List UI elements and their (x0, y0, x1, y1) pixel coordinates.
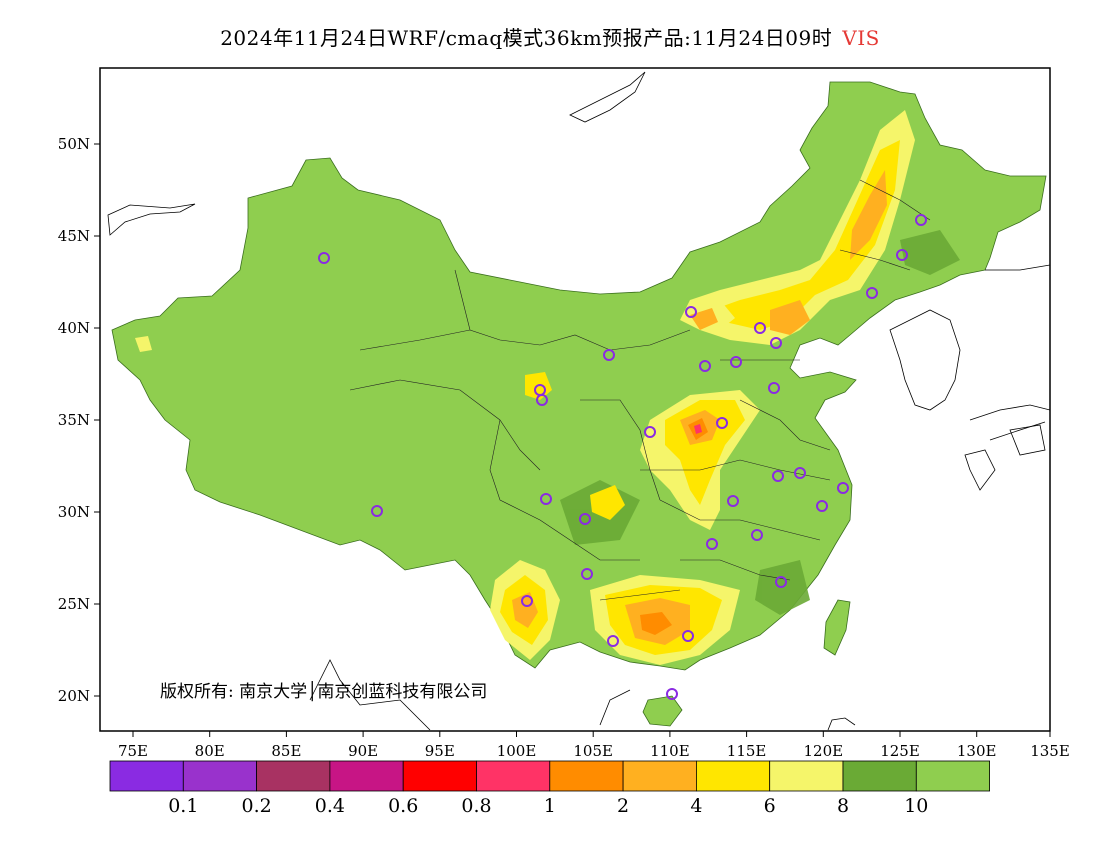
legend-swatch (402, 760, 477, 792)
legend-label: 10 (904, 795, 928, 817)
station-marker (837, 482, 849, 494)
latitude-axis: 50N 45N 40N 35N 30N 25N 20N (58, 135, 100, 705)
legend-label: 0.2 (241, 795, 271, 817)
station-marker (775, 576, 787, 588)
legend-swatch (769, 760, 844, 792)
lon-tick-label: 105E (573, 742, 613, 760)
station-marker (644, 426, 656, 438)
title-main: 2024年11月24日WRF/cmaq模式36km预报产品:11月24日09时 (220, 26, 833, 50)
legend-swatch (182, 760, 258, 792)
station-marker (816, 500, 828, 512)
province-boundaries (349, 179, 931, 601)
station-marker (536, 394, 548, 406)
station-marker (866, 287, 878, 299)
lon-tick-label: 90E (348, 742, 378, 760)
station-marker (581, 568, 593, 580)
legend-swatch (842, 760, 917, 792)
lon-tick-label: 125E (880, 742, 920, 760)
legend-label: 8 (837, 795, 849, 817)
station-marker (751, 529, 763, 541)
lon-tick-label: 75E (118, 742, 148, 760)
lon-tick-label: 110E (650, 742, 690, 760)
legend-label: 0.6 (388, 795, 418, 817)
station-marker (699, 360, 711, 372)
legend-swatch (256, 760, 331, 792)
lon-tick-label: 130E (957, 742, 997, 760)
legend-label: 4 (690, 795, 702, 817)
lon-tick-label: 100E (497, 742, 537, 760)
monitoring-stations (318, 214, 927, 700)
lon-tick-label: 115E (727, 742, 767, 760)
map-title: 2024年11月24日WRF/cmaq模式36km预报产品:11月24日09时 V… (0, 22, 1100, 51)
neighbor-coastlines (107, 71, 1051, 731)
station-marker (794, 467, 806, 479)
lon-tick-label: 95E (425, 742, 455, 760)
lat-tick-label: 30N (58, 503, 90, 521)
station-marker (318, 252, 330, 264)
lon-tick-label: 120E (804, 742, 844, 760)
lon-tick-label: 85E (271, 742, 301, 760)
hainan-island (642, 695, 683, 727)
station-marker (768, 382, 780, 394)
lat-tick-label: 25N (58, 595, 90, 613)
lat-tick-label: 20N (58, 687, 90, 705)
station-marker (682, 630, 694, 642)
station-marker (706, 538, 718, 550)
station-marker (730, 356, 742, 368)
station-marker (727, 495, 739, 507)
station-marker (603, 349, 615, 361)
station-marker (666, 688, 678, 700)
legend-swatch (622, 760, 697, 792)
lat-tick-label: 35N (58, 411, 90, 429)
station-marker (540, 493, 552, 505)
station-marker (521, 595, 533, 607)
legend-swatch (476, 760, 551, 792)
lon-tick-label: 135E (1030, 742, 1070, 760)
lon-tick-label: 80E (195, 742, 225, 760)
legend-swatch (109, 760, 184, 792)
title-variable: VIS (842, 26, 880, 50)
station-marker (770, 337, 782, 349)
station-marker (607, 635, 619, 647)
legend-swatch (549, 760, 624, 792)
taiwan-island (823, 599, 851, 656)
station-marker (754, 322, 766, 334)
lat-tick-label: 45N (58, 227, 90, 245)
color-legend: 0.1 0.2 0.4 0.6 0.8 1 2 4 6 8 10 (109, 760, 990, 817)
landmass (111, 81, 1047, 671)
legend-swatch (329, 760, 404, 792)
legend-label: 0.8 (461, 795, 491, 817)
station-marker (915, 214, 927, 226)
legend-swatch (915, 760, 990, 792)
legend-label: 6 (764, 795, 776, 817)
legend-label: 2 (617, 795, 629, 817)
legend-label: 0.4 (315, 795, 345, 817)
copyright-text: 版权所有: 南京大学│南京创蓝科技有限公司 (160, 681, 487, 702)
station-marker (371, 505, 383, 517)
station-marker (685, 306, 697, 318)
lat-tick-label: 50N (58, 135, 90, 153)
legend-label: 0.1 (168, 795, 198, 817)
longitude-axis: 75E 80E 85E 90E 95E 100E 105E 110E 115E 120E 125E 1… (118, 731, 1070, 760)
legend-label: 1 (544, 795, 556, 817)
legend-swatch (696, 760, 771, 792)
station-marker (716, 417, 728, 429)
station-marker (772, 470, 784, 482)
station-marker (579, 513, 591, 525)
station-marker (896, 249, 908, 261)
lat-tick-label: 40N (58, 319, 90, 337)
